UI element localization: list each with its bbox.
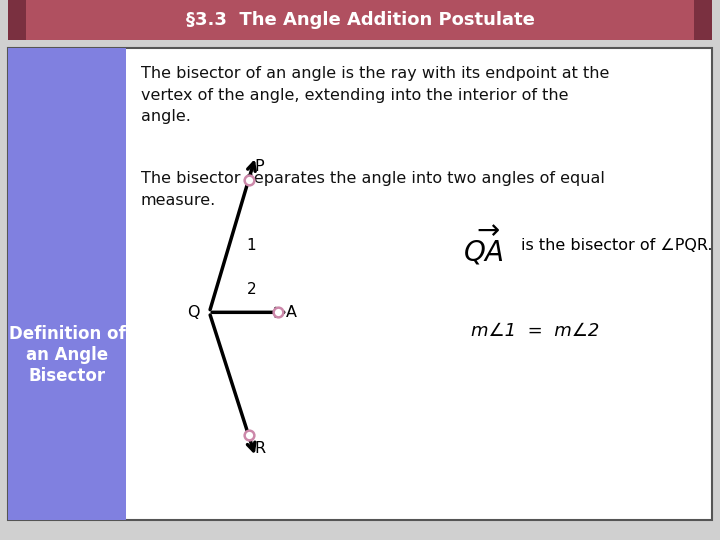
Bar [26, 0, 694, 40]
Text: The bisector of an angle is the ray with its endpoint at the
vertex of the angle: The bisector of an angle is the ray with… [141, 66, 609, 124]
Bar [8, 48, 712, 520]
Text: Q: Q [186, 305, 199, 320]
Bar [8, 48, 126, 520]
Text: m∠1  =  m∠2: m∠1 = m∠2 [471, 322, 599, 340]
Text: P: P [254, 159, 264, 174]
Text: The bisector separates the angle into two angles of equal
measure.: The bisector separates the angle into tw… [141, 171, 605, 207]
Text: is the bisector of ∠PQR.: is the bisector of ∠PQR. [521, 238, 712, 253]
Text: Definition of
an Angle
Bisector: Definition of an Angle Bisector [9, 325, 125, 384]
Text: §3.3  The Angle Addition Postulate: §3.3 The Angle Addition Postulate [186, 11, 534, 29]
Text: R: R [254, 441, 266, 456]
Text: 1: 1 [246, 238, 256, 253]
Text: A: A [286, 305, 297, 320]
Bar [8, 0, 26, 40]
Text: 2: 2 [246, 282, 256, 297]
Text: $\overrightarrow{QA}$: $\overrightarrow{QA}$ [463, 224, 503, 267]
Bar [694, 0, 712, 40]
